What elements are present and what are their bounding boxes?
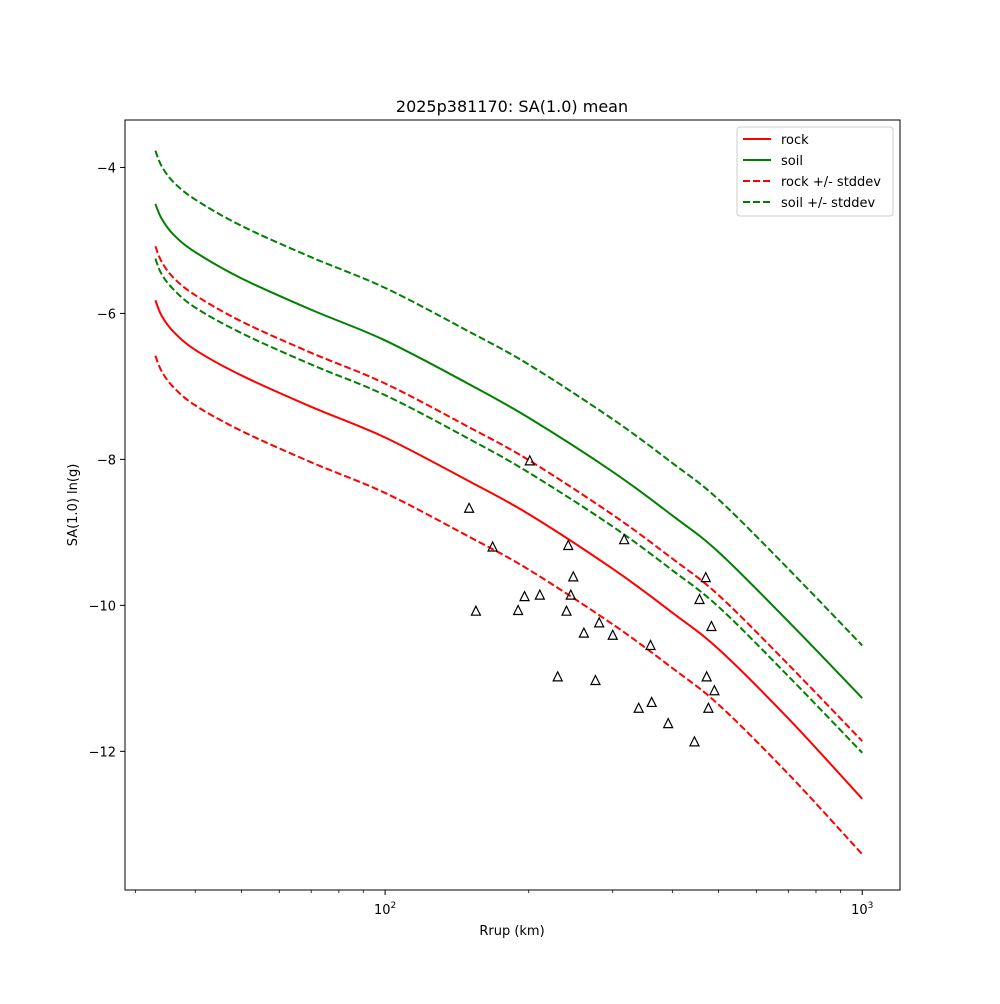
observation-point — [593, 616, 605, 628]
x-axis-label: Rrup (km) — [479, 924, 544, 939]
observation-point — [607, 628, 619, 640]
observation-point — [567, 570, 579, 582]
soil-line — [154, 203, 863, 699]
observation-point — [512, 604, 524, 616]
rock-line — [154, 299, 863, 800]
observation-point — [618, 533, 630, 545]
observation-point — [519, 590, 531, 602]
observation-point — [561, 604, 572, 616]
observation-markers — [463, 454, 720, 747]
observation-point — [562, 539, 574, 551]
series-layer — [154, 150, 863, 855]
rock-minus-stddev-line — [154, 355, 863, 855]
observation-point — [702, 701, 714, 713]
observation-point — [534, 588, 546, 600]
plot-frame — [124, 119, 901, 891]
observation-point — [524, 454, 536, 466]
observation-point — [662, 717, 674, 729]
legend-label: soil +/- stddev — [781, 196, 876, 211]
observation-point — [701, 670, 713, 682]
y-tick-label: −4 — [97, 161, 116, 176]
soil-plus-stddev-line — [154, 150, 863, 647]
observation-point — [646, 696, 658, 708]
observation-point — [552, 670, 564, 682]
observation-point — [487, 540, 499, 552]
observation-point — [633, 701, 645, 713]
rock-plus-stddev-line — [154, 245, 863, 742]
y-tick-label: −10 — [89, 599, 116, 614]
observation-point — [470, 604, 482, 616]
y-tick-label: −6 — [97, 307, 116, 322]
legend-label: rock — [781, 133, 809, 148]
observation-point — [694, 593, 705, 605]
observation-point — [708, 684, 720, 696]
y-tick-label: −8 — [97, 453, 116, 468]
legend-label: soil — [781, 154, 803, 169]
observation-point — [645, 639, 656, 651]
chart-title: 2025p381170: SA(1.0) mean — [396, 97, 628, 116]
observation-point — [578, 626, 590, 638]
y-tick-label: −12 — [89, 745, 116, 760]
observation-point — [463, 501, 475, 513]
observation-point — [705, 620, 717, 632]
soil-minus-stddev-line — [154, 258, 863, 754]
observation-point — [589, 674, 601, 686]
observation-point — [700, 571, 712, 583]
legend-label: rock +/- stddev — [781, 175, 881, 190]
y-axis-label: SA(1.0) ln(g) — [66, 464, 81, 547]
observation-point — [688, 735, 700, 747]
legend-box — [736, 126, 894, 217]
observation-point — [565, 588, 577, 600]
legend: rock soil rock +/- stddev soil +/- stddev — [736, 126, 894, 217]
